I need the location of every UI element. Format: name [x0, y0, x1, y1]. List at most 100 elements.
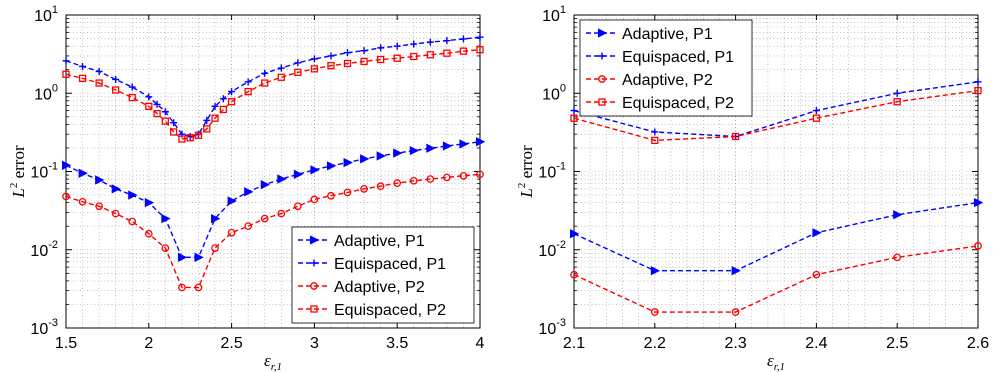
data-point [459, 171, 468, 180]
series-equispaced-p2 [62, 46, 484, 143]
legend-marker [598, 28, 608, 38]
data-point [194, 131, 203, 139]
x-axis-label: εr,1 [264, 351, 282, 372]
data-point [211, 114, 219, 122]
data-point [128, 190, 138, 200]
y-tick-label: 100 [34, 82, 58, 103]
data-point [974, 86, 982, 95]
data-point [974, 242, 982, 250]
data-point [112, 75, 120, 83]
y-tick-label: 10-2 [538, 239, 566, 260]
data-point [144, 197, 155, 208]
data-point [277, 209, 286, 218]
legend-marker [598, 98, 606, 106]
x-tick-label: 2.2 [644, 335, 666, 352]
data-point [111, 209, 120, 218]
data-point [410, 40, 418, 48]
data-point [393, 42, 401, 50]
y-axis-label: L2 error [8, 145, 28, 199]
data-point [194, 283, 203, 292]
data-point [443, 37, 451, 45]
data-point [475, 137, 486, 147]
data-point [731, 308, 740, 316]
series-line [573, 245, 979, 313]
data-point [377, 44, 385, 52]
data-point [261, 79, 269, 87]
legend-label: Equispaced, P1 [334, 256, 446, 273]
data-point [476, 170, 484, 179]
legend-label: Equispaced, P1 [622, 49, 734, 66]
data-point [570, 270, 578, 279]
data-point [277, 73, 285, 81]
y-tick-label: 10-2 [30, 239, 58, 260]
data-point [570, 107, 578, 115]
data-point [153, 100, 161, 108]
y-axis: 10-3 10-2 10-1 100 101 [538, 4, 978, 338]
x-axis: 1.5 2 2.5 3 3.5 4 [55, 15, 485, 352]
data-point [426, 38, 434, 46]
data-point [344, 49, 352, 57]
data-point [227, 196, 237, 206]
data-point [343, 157, 353, 168]
series-equispaced-p1 [62, 33, 484, 141]
data-point [893, 210, 903, 220]
data-point [327, 191, 335, 200]
legend: Adaptive, P1 Equispaced, P1 Adaptive, P2 Eq… [291, 226, 475, 324]
data-point [310, 165, 320, 175]
data-point [293, 169, 304, 179]
data-point [360, 57, 368, 66]
data-point [327, 62, 335, 70]
data-point [650, 308, 659, 316]
grid [66, 15, 480, 328]
data-point [376, 151, 386, 161]
data-point [78, 197, 87, 206]
data-point [426, 51, 434, 59]
data-point [78, 74, 87, 83]
data-point [79, 62, 87, 70]
data-point [293, 202, 302, 211]
data-point [650, 266, 661, 276]
data-point [893, 253, 902, 262]
data-point [186, 134, 194, 142]
series-line [573, 81, 979, 138]
data-point [360, 154, 370, 164]
data-point [426, 175, 435, 183]
legend-item: Adaptive, P2 [298, 279, 425, 296]
data-point [178, 283, 186, 292]
data-point [651, 128, 659, 136]
data-point [95, 202, 103, 211]
legend-item: Equispaced, P2 [298, 302, 446, 319]
data-point [893, 98, 901, 106]
data-point [244, 87, 252, 96]
series-adaptive-p1 [570, 197, 984, 276]
y-axis: 10-3 10-2 10-1 100 101 [30, 4, 480, 338]
data-point [443, 49, 451, 57]
data-point [170, 119, 178, 127]
chart-1: 1.5 2 2.5 3 3.5 4 10-3 10-2 10-1 100 101 εr,1 L2 err… [8, 4, 486, 372]
data-point [570, 229, 580, 239]
data-point [161, 108, 169, 116]
data-point [153, 109, 161, 118]
data-point [294, 59, 302, 67]
data-point [203, 116, 211, 124]
data-point [343, 188, 352, 197]
data-point [203, 125, 211, 133]
data-point [974, 197, 984, 208]
data-point [327, 52, 335, 60]
x-tick-label: 2.1 [563, 335, 585, 352]
data-point [459, 139, 469, 149]
data-point [812, 228, 822, 238]
legend-item: Equispaced, P1 [298, 256, 446, 273]
legend-marker [310, 282, 318, 290]
legend-item: Adaptive, P1 [298, 233, 425, 250]
data-point [62, 160, 72, 170]
data-point [476, 33, 484, 41]
data-point [277, 174, 287, 184]
data-point [211, 213, 221, 224]
y-axis-label: L2 error [516, 145, 536, 199]
data-point [442, 141, 453, 151]
legend-item: Equispaced, P1 [586, 49, 734, 66]
series-adaptive-p2 [570, 242, 982, 316]
x-tick-label: 2.4 [805, 335, 827, 352]
data-point [78, 168, 88, 178]
